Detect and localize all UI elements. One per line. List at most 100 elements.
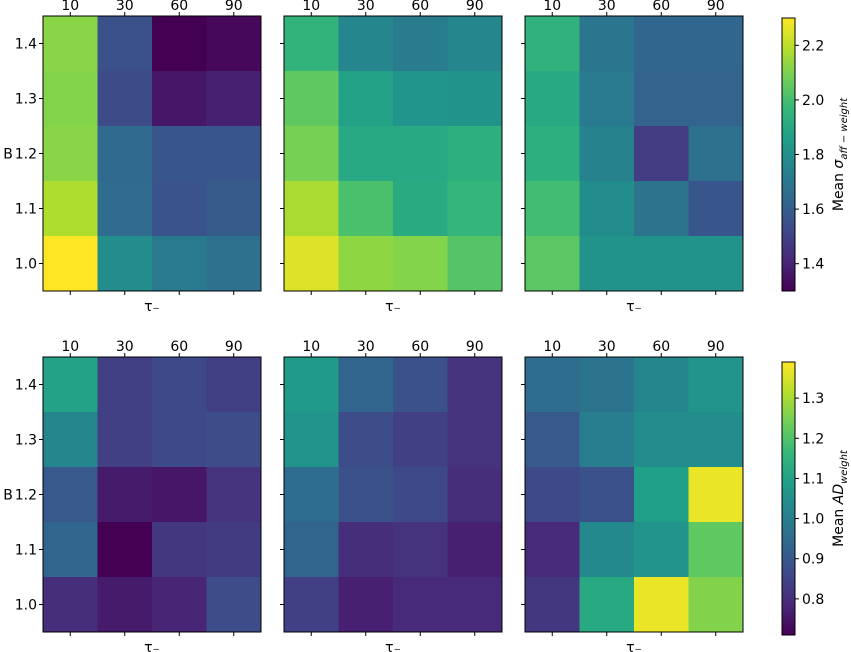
heatmap-cell xyxy=(688,71,744,127)
heatmap-cell xyxy=(688,126,744,182)
y-axis-label: B xyxy=(3,147,13,163)
heatmap-cell xyxy=(447,522,503,578)
heatmap-cell xyxy=(97,71,153,127)
heatmap-cell xyxy=(43,467,98,523)
heatmap-cell xyxy=(634,236,689,292)
heatmap-cell xyxy=(525,412,580,468)
heatmap-cell xyxy=(688,467,744,523)
heatmap-cell xyxy=(393,522,448,578)
heatmap-cell xyxy=(447,181,503,237)
colorbar-tick-label: 1.3 xyxy=(802,391,824,407)
x-tick-label: 60 xyxy=(411,0,429,14)
heatmap-cell xyxy=(393,467,448,523)
heatmap-cell xyxy=(97,126,153,182)
heatmap-cell xyxy=(152,577,207,633)
heatmap-cell xyxy=(152,16,207,72)
heatmap-cell xyxy=(688,357,744,413)
heatmap-cell xyxy=(284,522,339,578)
colorbar-gradient-bar xyxy=(782,362,795,635)
heatmap-panels: 10 30 60 90 1.4 1.3 1.2 1.1 1.0 τ₋ B 10 30 60 90 τ₋ 10 30… xyxy=(3,0,744,652)
heatmap-cell xyxy=(447,467,503,523)
heatmap-cell xyxy=(688,236,744,292)
x-tick-label: 90 xyxy=(707,0,725,14)
heatmap-cell xyxy=(284,126,339,182)
heatmap-cell xyxy=(206,522,262,578)
heatmap-cell xyxy=(393,577,448,633)
y-axis-label: B xyxy=(3,488,13,504)
heatmap-cell xyxy=(43,577,98,633)
heatmap-cell xyxy=(393,412,448,468)
heatmap-cell xyxy=(338,181,394,237)
heatmap-cell xyxy=(393,71,448,127)
x-tick-label: 30 xyxy=(598,339,616,355)
heatmap-cell xyxy=(393,181,448,237)
heatmap-cell xyxy=(206,71,262,127)
x-tick-label: 30 xyxy=(357,339,375,355)
heatmap-cell xyxy=(579,412,635,468)
heatmap-cell xyxy=(284,412,339,468)
y-tick-label: 1.0 xyxy=(15,598,37,614)
y-tick-label: 1.2 xyxy=(15,147,37,163)
x-axis-label: τ₋ xyxy=(385,640,401,652)
heatmap-cell xyxy=(688,577,744,633)
heatmap-cell xyxy=(338,577,394,633)
heatmap-cell xyxy=(579,357,635,413)
heatmap-panel-top-middle: 10 30 60 90 τ₋ xyxy=(280,0,503,315)
colorbar-tick-label: 1.8 xyxy=(802,148,824,164)
heatmap-cell xyxy=(152,236,207,292)
heatmap-cell xyxy=(206,412,262,468)
heatmap-cell xyxy=(97,181,153,237)
heatmap-cell xyxy=(579,577,635,633)
heatmap-cell xyxy=(634,522,689,578)
heatmap-cell xyxy=(338,522,394,578)
x-tick-label: 90 xyxy=(466,339,484,355)
heatmap-cell xyxy=(579,181,635,237)
y-tick-label: 1.3 xyxy=(15,433,37,449)
colorbar-tick-label: 2.2 xyxy=(802,38,824,54)
heatmap-cell xyxy=(447,16,503,72)
heatmap-cell xyxy=(43,357,98,413)
heatmap-cell xyxy=(525,357,580,413)
heatmap-cell xyxy=(579,236,635,292)
x-axis-label: τ₋ xyxy=(626,299,642,315)
colorbar-label: Mean σaff − weight xyxy=(831,97,850,211)
heatmap-cell xyxy=(634,577,689,633)
heatmap-cell xyxy=(688,412,744,468)
x-tick-label: 60 xyxy=(170,339,188,355)
heatmap-cell xyxy=(97,357,153,413)
heatmap-cell xyxy=(579,16,635,72)
x-tick-label: 10 xyxy=(302,339,320,355)
heatmap-cell xyxy=(338,126,394,182)
heatmap-cell xyxy=(634,181,689,237)
heatmap-cell xyxy=(43,522,98,578)
y-tick-label: 1.1 xyxy=(15,202,37,218)
y-tick-label: 1.4 xyxy=(15,37,37,53)
heatmap-cell xyxy=(447,357,503,413)
heatmap-cell xyxy=(393,357,448,413)
y-tick-label: 1.4 xyxy=(15,378,37,394)
colorbar-tick-label: 0.9 xyxy=(802,552,824,568)
x-tick-label: 60 xyxy=(170,0,188,14)
heatmap-cell xyxy=(447,71,503,127)
heatmap-cell xyxy=(152,71,207,127)
heatmap-cell xyxy=(447,126,503,182)
x-tick-label: 90 xyxy=(225,0,243,14)
x-tick-label: 60 xyxy=(652,0,670,14)
heatmap-cell xyxy=(688,181,744,237)
heatmap-cell xyxy=(284,181,339,237)
heatmap-cell xyxy=(579,467,635,523)
colorbar-gradient-bar xyxy=(782,18,795,291)
heatmap-cell xyxy=(525,236,580,292)
heatmap-cell xyxy=(152,467,207,523)
heatmap-cell xyxy=(152,357,207,413)
heatmap-cell xyxy=(284,467,339,523)
colorbar-frame xyxy=(781,361,796,636)
heatmap-cell xyxy=(97,522,153,578)
y-tick-label: 1.0 xyxy=(15,257,37,273)
heatmap-cell xyxy=(152,522,207,578)
heatmap-cell xyxy=(525,71,580,127)
colorbar-label: Mean ADweight xyxy=(831,449,850,547)
heatmap-cell xyxy=(688,522,744,578)
heatmap-cell xyxy=(688,16,744,72)
